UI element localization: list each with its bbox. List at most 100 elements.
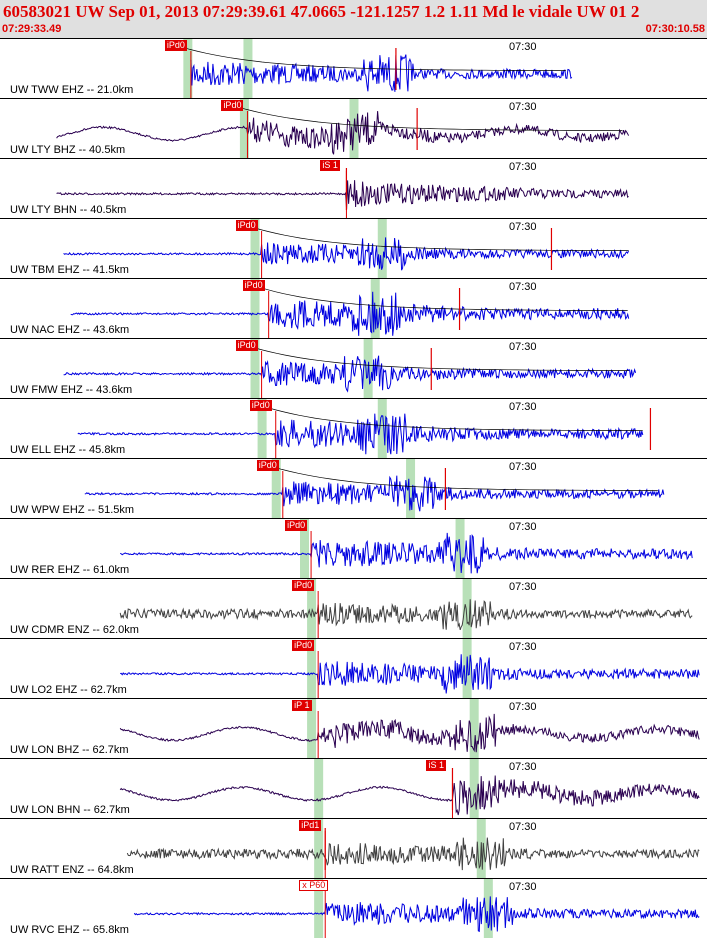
phase-pick-label[interactable]: iPd0 — [292, 640, 315, 651]
coda-decay-curve — [243, 281, 628, 311]
phase-pick-label[interactable]: iPd0 — [235, 340, 258, 351]
phase-pick-label[interactable]: iPd0 — [221, 100, 244, 111]
waveform-trace — [133, 896, 700, 933]
waveform-plot — [84, 459, 665, 518]
channel-label: UW TBM EHZ -- 41.5km — [10, 264, 129, 276]
coda-decay-curve — [222, 101, 623, 131]
channel-label: UW FMW EHZ -- 43.6km — [10, 384, 133, 396]
channel-label: UW LON BHN -- 62.7km — [10, 804, 130, 816]
channel-panel[interactable]: iPd0 07:30 UW FMW EHZ -- 43.6km — [0, 338, 707, 398]
waveform-plot — [63, 339, 637, 398]
waveform-trace — [119, 599, 693, 631]
channel-panel[interactable]: iP 1 07:30 UW LON BHZ -- 62.7km — [0, 698, 707, 758]
channel-panel[interactable]: iS 1 07:30 UW LON BHN -- 62.7km — [0, 758, 707, 818]
channel-panel[interactable]: iPd0 07:30 UW RER EHZ -- 61.0km — [0, 518, 707, 578]
time-tick-label: 07:30 — [509, 881, 537, 893]
time-tick-label: 07:30 — [509, 101, 537, 113]
channel-label: UW LO2 EHZ -- 62.7km — [10, 684, 127, 696]
time-tick-label: 07:30 — [509, 641, 537, 653]
channel-label: UW RVC EHZ -- 65.8km — [10, 924, 129, 936]
waveform-trace — [119, 713, 700, 753]
p-phase-band — [307, 579, 317, 638]
channel-panel[interactable]: iPd0 07:30 UW ELL EHZ -- 45.8km — [0, 398, 707, 458]
channel-panel[interactable]: iPd1 07:30 UW RATT ENZ -- 64.8km — [0, 818, 707, 878]
p-phase-band — [271, 459, 281, 518]
waveform-plot — [133, 879, 700, 938]
phase-pick-label[interactable]: iPd0 — [292, 580, 315, 591]
phase-pick-label[interactable]: iPd0 — [242, 280, 265, 291]
time-tick-label: 07:30 — [509, 521, 537, 533]
waveform-plot — [63, 219, 630, 278]
waveform-trace — [120, 532, 693, 574]
window-start-time: 07:29:33.49 — [2, 23, 62, 35]
time-tick-label: 07:30 — [509, 461, 537, 473]
waveform-trace — [70, 291, 630, 336]
channel-panel[interactable]: iPd0 07:30 UW TWW EHZ -- 21.0km — [0, 38, 707, 98]
waveform-trace — [56, 111, 630, 155]
waveform-plot — [56, 168, 629, 218]
channel-label: UW TWW EHZ -- 21.0km — [10, 84, 134, 96]
waveform-trace — [84, 475, 665, 512]
phase-pick-label[interactable]: iP 1 — [292, 700, 312, 711]
p-phase-band — [183, 39, 193, 98]
event-header: 60583021 UW Sep 01, 2013 07:29:39.61 47.… — [0, 0, 707, 38]
p-phase-band — [239, 99, 249, 158]
p-phase-band — [250, 339, 260, 398]
waveform-plot — [120, 639, 700, 698]
phase-pick-label[interactable]: x P60 — [299, 880, 329, 891]
channel-label: UW NAC EHZ -- 43.6km — [10, 324, 130, 336]
waveform-trace — [190, 54, 573, 92]
time-tick-label: 07:30 — [509, 161, 537, 173]
window-end-time: 07:30:10.58 — [645, 23, 705, 35]
channel-panel[interactable]: iPd0 07:30 UW LO2 EHZ -- 62.7km — [0, 638, 707, 698]
waveform-trace — [120, 654, 700, 694]
p-phase-band — [314, 759, 324, 818]
coda-decay-curve — [236, 341, 629, 371]
channel-label: UW LON BHZ -- 62.7km — [10, 744, 129, 756]
channel-label: UW CDMR ENZ -- 62.0km — [10, 624, 139, 636]
phase-pick-label[interactable]: iPd0 — [256, 460, 279, 471]
channel-panel[interactable]: x P60 07:30 UW RVC EHZ -- 65.8km — [0, 878, 707, 938]
waveform-trace — [63, 237, 630, 271]
channel-panel[interactable]: iPd0 07:30 UW WPW EHZ -- 51.5km — [0, 458, 707, 518]
waveform-trace — [77, 413, 644, 455]
coda-decay-curve — [257, 461, 658, 491]
channel-panel[interactable]: iS 1 07:30 UW LTY BHN -- 40.5km — [0, 158, 707, 218]
phase-pick-label[interactable]: iS 1 — [426, 760, 446, 771]
waveform-plot — [165, 39, 573, 98]
waveform-plot — [70, 279, 630, 338]
s-phase-band — [377, 219, 387, 278]
phase-pick-label[interactable]: iPd0 — [235, 220, 258, 231]
phase-pick-label[interactable]: iPd0 — [164, 40, 187, 51]
p-phase-band — [257, 399, 267, 458]
s-phase-band — [377, 399, 387, 458]
coda-decay-curve — [236, 221, 629, 251]
p-phase-band — [300, 519, 310, 578]
phase-pick-label[interactable]: iPd0 — [285, 520, 308, 531]
waveform-trace — [119, 775, 700, 816]
channel-panel[interactable]: iPd0 07:30 UW LTY BHZ -- 40.5km — [0, 98, 707, 158]
s-phase-band — [406, 459, 416, 518]
waveform-plot — [119, 579, 693, 638]
channel-label: UW WPW EHZ -- 51.5km — [10, 504, 135, 516]
time-tick-label: 07:30 — [509, 701, 537, 713]
p-phase-band — [314, 879, 324, 938]
channel-label: UW ELL EHZ -- 45.8km — [10, 444, 126, 456]
phase-pick-label[interactable]: iS 1 — [320, 160, 340, 171]
s-phase-band — [462, 579, 472, 638]
phase-pick-label[interactable]: iPd1 — [299, 820, 322, 831]
coda-decay-curve — [250, 401, 643, 431]
coda-decay-curve — [165, 41, 566, 71]
channel-panel[interactable]: iPd0 07:30 UW NAC EHZ -- 43.6km — [0, 278, 707, 338]
time-tick-label: 07:30 — [509, 401, 537, 413]
waveform-trace — [56, 180, 629, 210]
channel-panel[interactable]: iPd0 07:30 UW CDMR ENZ -- 62.0km — [0, 578, 707, 638]
time-tick-label: 07:30 — [509, 761, 537, 773]
time-tick-label: 07:30 — [509, 41, 537, 53]
time-tick-label: 07:30 — [509, 221, 537, 233]
channel-label: UW RATT ENZ -- 64.8km — [10, 864, 134, 876]
s-phase-band — [469, 759, 479, 818]
p-phase-band — [250, 279, 260, 338]
phase-pick-label[interactable]: iPd0 — [249, 400, 272, 411]
channel-panel[interactable]: iPd0 07:30 UW TBM EHZ -- 41.5km — [0, 218, 707, 278]
